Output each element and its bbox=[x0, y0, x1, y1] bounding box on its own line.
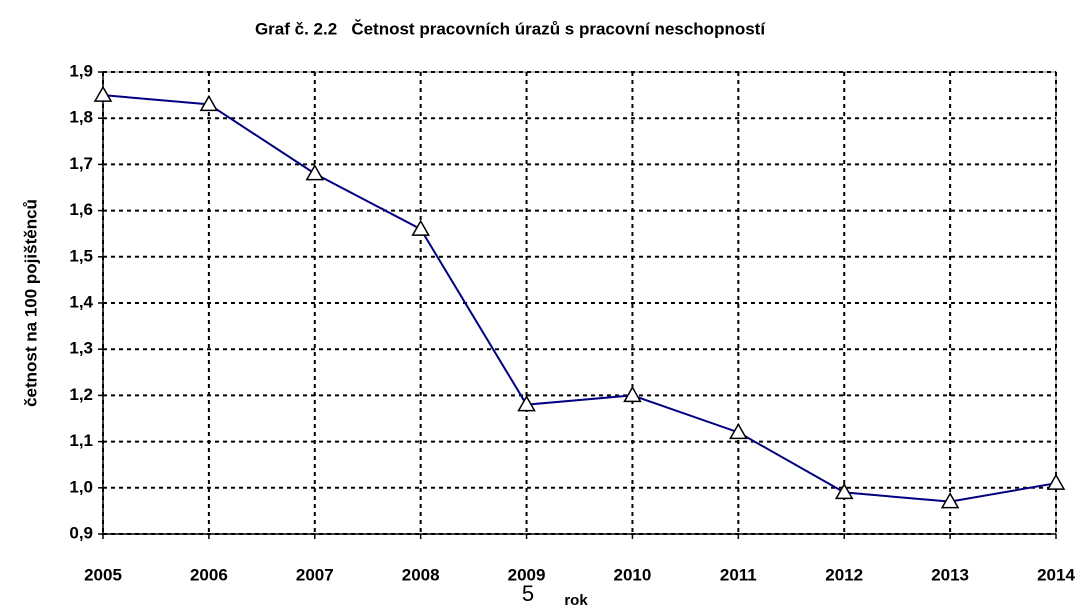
data-point bbox=[623, 385, 642, 403]
data-point bbox=[305, 164, 325, 181]
data-point bbox=[729, 422, 748, 440]
x-tick-label: 2005 bbox=[84, 565, 122, 584]
data-point bbox=[517, 395, 536, 412]
x-tick-label: 2007 bbox=[296, 565, 334, 584]
y-tick-label: 1,5 bbox=[69, 246, 93, 265]
x-axis-label: rok bbox=[564, 592, 588, 609]
data-point bbox=[940, 492, 960, 509]
y-tick-label: 1,1 bbox=[69, 431, 93, 450]
y-tick-label: 1,8 bbox=[69, 108, 93, 127]
y-tick-label: 1,3 bbox=[69, 339, 93, 358]
x-tick-label: 2010 bbox=[614, 565, 652, 584]
y-tick-label: 1,4 bbox=[69, 292, 93, 311]
x-tick-label: 2014 bbox=[1037, 565, 1075, 584]
chart-title: Graf č. 2.2 Četnost pracovních úrazů s p… bbox=[255, 19, 766, 38]
page-number: 5 bbox=[522, 581, 534, 606]
x-tick-label: 2009 bbox=[508, 565, 546, 584]
data-point bbox=[411, 219, 430, 236]
data-point bbox=[834, 482, 854, 500]
y-tick-label: 1,9 bbox=[69, 61, 93, 80]
x-tick-label: 2008 bbox=[402, 565, 440, 584]
data-point bbox=[93, 85, 113, 102]
y-axis-label: četnost na 100 pojištěnců bbox=[21, 199, 40, 407]
x-tick-label: 2013 bbox=[931, 565, 969, 584]
x-tick-label: 2012 bbox=[825, 565, 863, 584]
data-point bbox=[1046, 473, 1066, 490]
y-tick-label: 1,6 bbox=[69, 200, 93, 219]
y-tick-label: 1,0 bbox=[69, 477, 93, 496]
x-tick-label: 2006 bbox=[190, 565, 228, 584]
data-point bbox=[199, 94, 219, 112]
y-tick-label: 1,2 bbox=[69, 385, 93, 404]
data-line bbox=[102, 94, 1057, 503]
x-tick-label: 2011 bbox=[720, 565, 757, 584]
y-tick-label: 0,9 bbox=[69, 523, 93, 542]
y-tick-label: 1,7 bbox=[69, 154, 93, 173]
